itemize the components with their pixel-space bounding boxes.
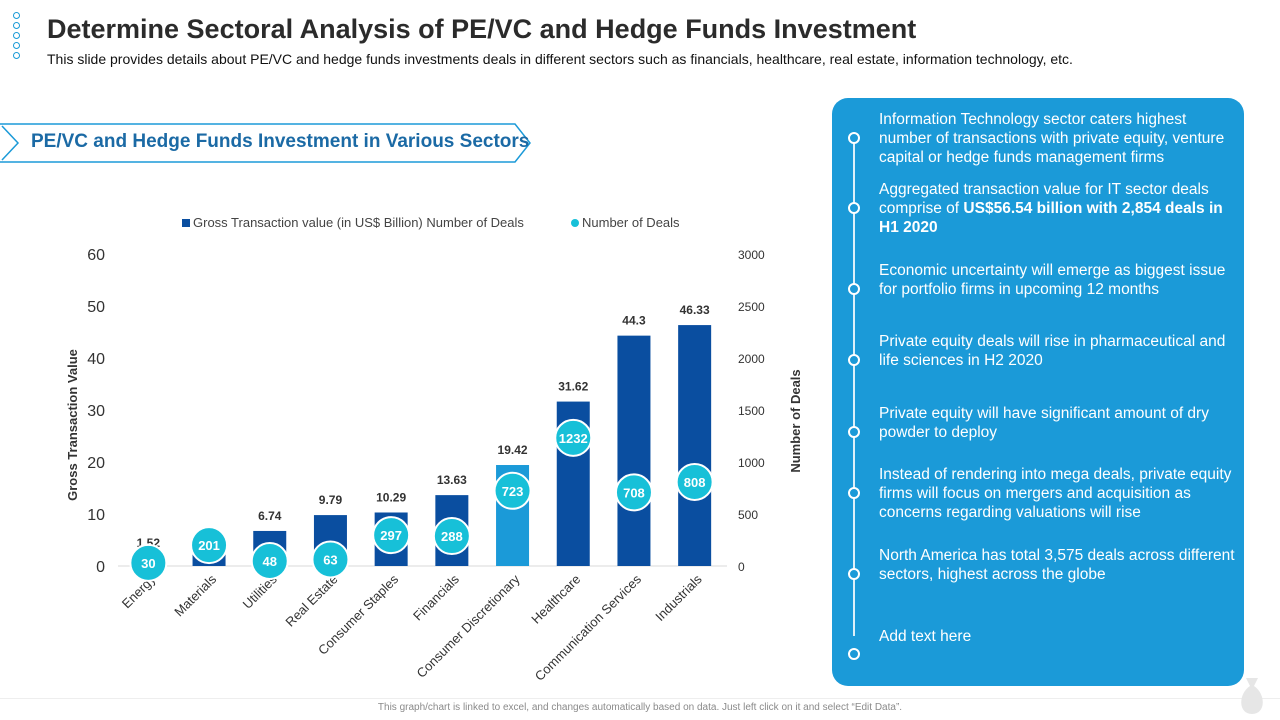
insight-text-part: Economic uncertainty will emerge as bigg… <box>879 262 1226 298</box>
insight-text-bold: US$56.54 billion with 2,854 deals in H1 … <box>879 200 1223 236</box>
deal-value-label: 30 <box>141 556 155 571</box>
deal-value-label: 48 <box>263 554 277 569</box>
deal-marker <box>554 418 593 457</box>
decorative-dots-icon <box>13 12 23 62</box>
insight-text: Information Technology sector caters hig… <box>879 110 1235 167</box>
insight-text-part: Information Technology sector caters hig… <box>879 111 1225 166</box>
footer-divider <box>0 698 1280 699</box>
deal-value-label: 63 <box>323 552 337 567</box>
bar-value-label: 13.63 <box>437 473 467 487</box>
deal-marker <box>614 473 653 512</box>
timeline-dot-icon <box>848 487 860 499</box>
deal-marker <box>432 517 471 556</box>
y2-tick-label: 1000 <box>738 456 765 470</box>
bar-value-label: 9.79 <box>319 493 343 507</box>
bar <box>678 325 712 566</box>
x-tick-label: Healthcare <box>528 572 583 627</box>
timeline-dot-icon <box>848 354 860 366</box>
combo-chart: Gross Transaction value (in US$ Billion)… <box>65 215 803 684</box>
insight-text: Private equity deals will rise in pharma… <box>879 332 1235 370</box>
money-bag-icon <box>1241 678 1263 714</box>
legend-label-bar: Gross Transaction value (in US$ Billion)… <box>193 215 524 230</box>
y-tick-label: 50 <box>87 299 105 316</box>
insight-text: North America has total 3,575 deals acro… <box>879 546 1235 584</box>
chevron-banner-icon <box>0 123 531 163</box>
y-tick-label: 30 <box>87 403 105 420</box>
y2-axis-title: Number of Deals <box>788 369 803 472</box>
timeline-dot-icon <box>848 283 860 295</box>
timeline-dot-icon <box>848 568 860 580</box>
timeline-line <box>853 136 855 636</box>
y-tick-label: 10 <box>87 507 105 524</box>
y2-tick-label: 500 <box>738 508 758 522</box>
deal-value-label: 201 <box>198 538 220 553</box>
timeline-dot-icon <box>848 426 860 438</box>
deal-value-label: 297 <box>380 528 402 543</box>
bar-value-label: 19.42 <box>498 443 528 457</box>
insight-text-part: Private equity deals will rise in pharma… <box>879 333 1226 369</box>
deal-marker <box>675 462 714 501</box>
bar-value-label: 31.62 <box>558 380 588 394</box>
x-tick-label: Real Estate <box>282 572 340 630</box>
x-tick-label: Financials <box>410 571 462 623</box>
y2-tick-label: 0 <box>738 560 745 574</box>
insights-panel: Information Technology sector caters hig… <box>832 98 1244 686</box>
insight-text: Economic uncertainty will emerge as bigg… <box>879 261 1235 299</box>
x-tick-label: Consumer Discretionary <box>413 571 523 681</box>
insight-text-part: Add text here <box>879 628 972 645</box>
deal-marker <box>493 471 532 510</box>
deal-value-label: 723 <box>502 484 524 499</box>
legend-swatch-bar <box>182 219 190 227</box>
deal-marker <box>311 540 350 579</box>
section-banner: PE/VC and Hedge Funds Investment in Vari… <box>0 122 540 164</box>
y-tick-label: 0 <box>96 559 105 576</box>
insight-text: Aggregated transaction value for IT sect… <box>879 180 1235 237</box>
timeline-dot-icon <box>848 648 860 660</box>
legend-swatch-marker <box>571 219 579 227</box>
deal-marker <box>190 526 229 565</box>
deal-value-label: 1232 <box>559 431 588 446</box>
y-tick-label: 60 <box>87 247 105 264</box>
deal-marker <box>129 543 168 582</box>
y-tick-label: 40 <box>87 351 105 368</box>
timeline-dot-icon <box>848 202 860 214</box>
x-tick-label: Communication Services <box>532 571 645 684</box>
y2-tick-label: 3000 <box>738 248 765 262</box>
insight-text: Instead of rendering into mega deals, pr… <box>879 465 1235 522</box>
timeline-dot-icon <box>848 132 860 144</box>
bar-value-label: 6.74 <box>258 509 282 523</box>
y2-tick-label: 1500 <box>738 404 765 418</box>
y2-tick-label: 2000 <box>738 352 765 366</box>
footer-note: This graph/chart is linked to excel, and… <box>377 702 903 713</box>
bar-value-label: 46.33 <box>680 303 710 317</box>
deal-marker <box>372 516 411 555</box>
x-tick-label: Materials <box>171 571 219 619</box>
insight-text: Private equity will have significant amo… <box>879 404 1235 442</box>
y2-tick-label: 2500 <box>738 300 765 314</box>
bar-value-label: 10.29 <box>376 490 406 504</box>
section-title: PE/VC and Hedge Funds Investment in Vari… <box>31 131 530 152</box>
y-tick-label: 20 <box>87 455 105 472</box>
deal-value-label: 808 <box>684 475 706 490</box>
page-subtitle: This slide provides details about PE/VC … <box>47 51 1073 67</box>
y-axis-title: Gross Transaction Value <box>65 349 80 501</box>
page-title: Determine Sectoral Analysis of PE/VC and… <box>47 14 917 44</box>
bar <box>617 335 651 566</box>
deal-marker <box>250 542 289 581</box>
insight-text-part: Aggregated transaction value for IT sect… <box>879 181 1209 217</box>
deal-value-label: 288 <box>441 529 463 544</box>
bar-value-label: 44.3 <box>622 314 646 328</box>
x-tick-label: Industrials <box>652 571 705 624</box>
legend-label-marker: Number of Deals <box>582 215 680 230</box>
deal-value-label: 708 <box>623 485 645 500</box>
insight-text: Add text here <box>879 627 1235 646</box>
insight-text-part: Private equity will have significant amo… <box>879 405 1209 441</box>
insight-text-part: North America has total 3,575 deals acro… <box>879 547 1235 583</box>
insight-text-part: Instead of rendering into mega deals, pr… <box>879 466 1232 521</box>
